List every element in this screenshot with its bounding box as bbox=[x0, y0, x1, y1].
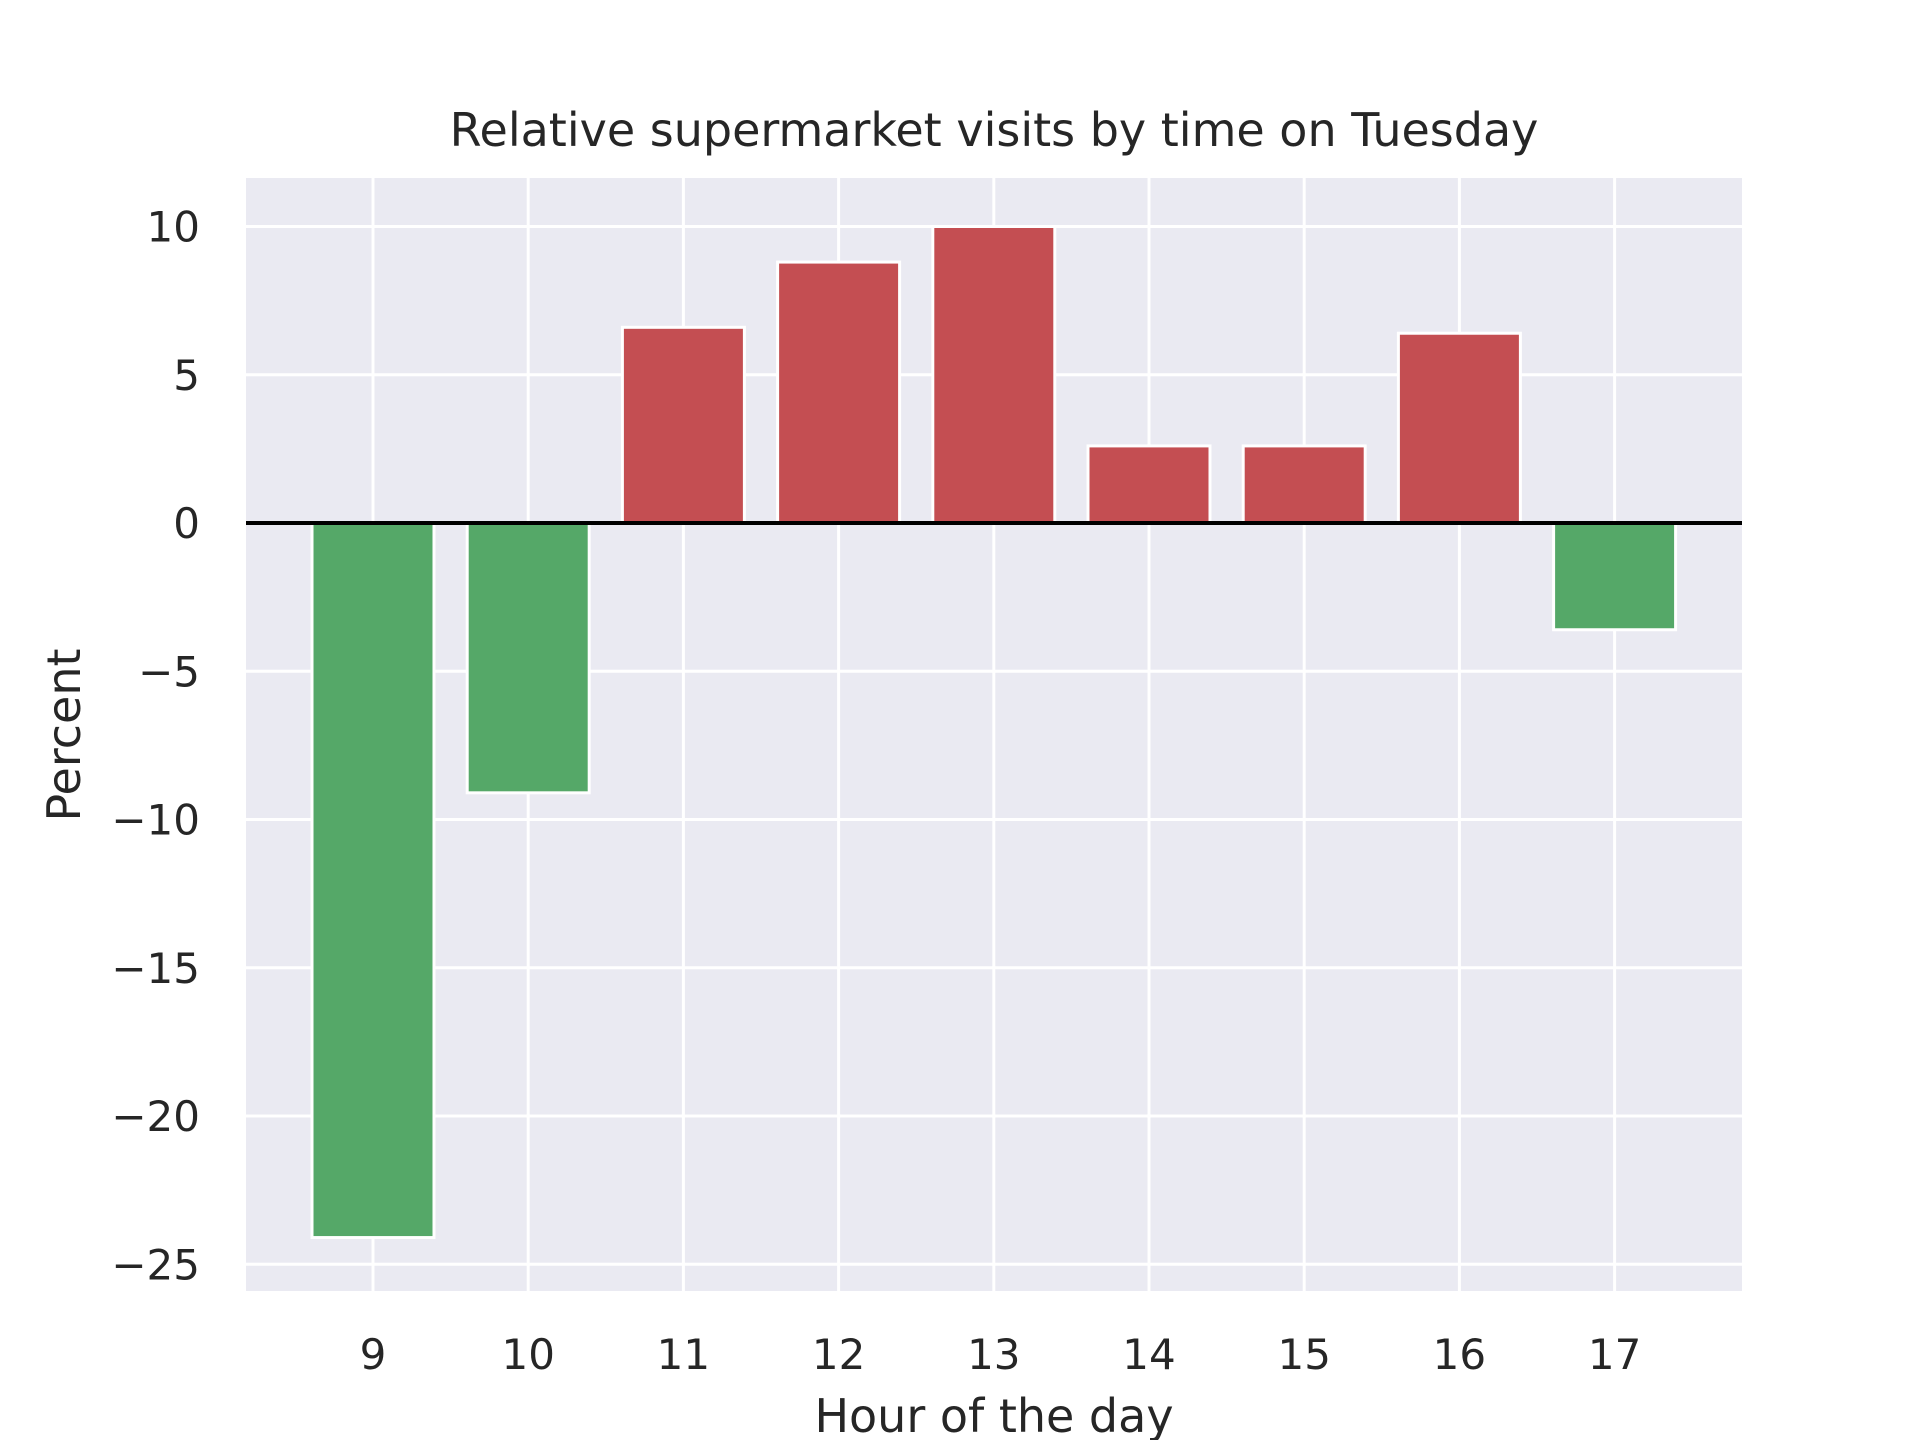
y-tick-label: 5 bbox=[173, 351, 200, 400]
x-tick-label: 15 bbox=[1277, 1330, 1330, 1379]
bar-15 bbox=[1241, 444, 1367, 525]
x-tick-label: 13 bbox=[967, 1330, 1020, 1379]
bar-14 bbox=[1086, 444, 1212, 525]
y-tick-label: 0 bbox=[173, 499, 200, 548]
y-tick-label: 10 bbox=[147, 203, 200, 252]
y-tick-label: −20 bbox=[111, 1092, 200, 1141]
bar-13 bbox=[931, 225, 1057, 525]
bar-12 bbox=[776, 260, 902, 525]
y-axis-label: Percent bbox=[37, 648, 91, 821]
bar-10 bbox=[465, 521, 591, 795]
bars bbox=[310, 225, 1678, 1240]
bar-17 bbox=[1552, 521, 1678, 632]
x-tick-label: 12 bbox=[812, 1330, 865, 1379]
bar-16 bbox=[1396, 331, 1522, 525]
x-axis-label: Hour of the day bbox=[814, 1389, 1173, 1440]
y-tick-labels: 10 5 0 −5 −10 −15 −20 −25 bbox=[111, 203, 200, 1290]
y-tick-label: −5 bbox=[138, 647, 200, 696]
y-tick-label: −10 bbox=[111, 796, 200, 845]
x-tick-label: 14 bbox=[1122, 1330, 1175, 1379]
x-tick-label: 16 bbox=[1433, 1330, 1486, 1379]
x-tick-label: 17 bbox=[1588, 1330, 1641, 1379]
bar-9 bbox=[310, 521, 436, 1240]
y-tick-label: −25 bbox=[111, 1240, 200, 1289]
x-tick-label: 11 bbox=[657, 1330, 710, 1379]
x-tick-labels: 9 10 11 12 13 14 15 16 17 bbox=[360, 1330, 1642, 1379]
x-tick-label: 10 bbox=[501, 1330, 554, 1379]
chart-title: Relative supermarket visits by time on T… bbox=[450, 103, 1539, 157]
bar-11 bbox=[620, 325, 746, 525]
x-tick-label: 9 bbox=[360, 1330, 387, 1379]
y-tick-label: −15 bbox=[111, 944, 200, 993]
